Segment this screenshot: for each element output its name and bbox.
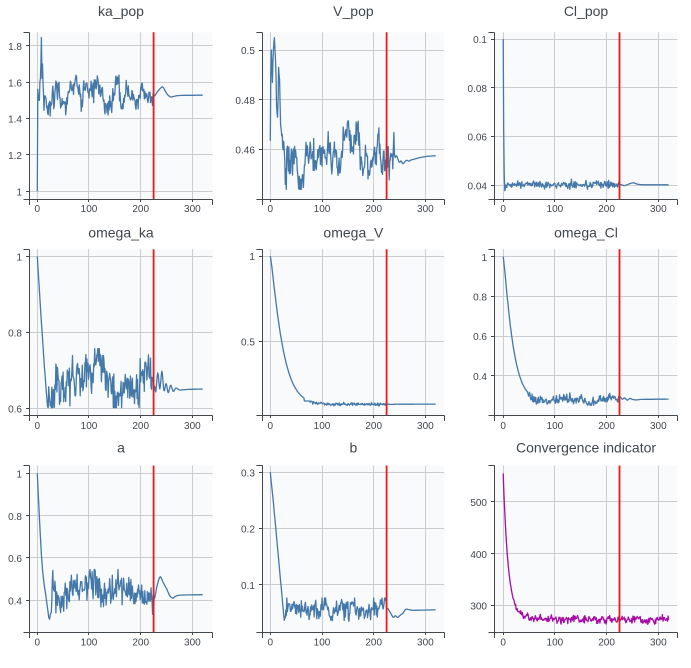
svg-text:0.48: 0.48 [235, 96, 255, 107]
svg-text:200: 200 [598, 421, 615, 432]
svg-text:0: 0 [35, 421, 41, 432]
svg-text:omega_ka: omega_ka [88, 224, 154, 240]
svg-text:0.3: 0.3 [241, 468, 255, 479]
svg-text:1: 1 [249, 252, 255, 263]
svg-text:300: 300 [650, 638, 667, 649]
svg-text:200: 200 [365, 421, 382, 432]
svg-text:0: 0 [268, 421, 274, 432]
svg-text:0.5: 0.5 [241, 46, 255, 57]
svg-text:0.4: 0.4 [8, 596, 22, 607]
svg-text:1: 1 [16, 253, 22, 264]
svg-text:300: 300 [184, 204, 201, 215]
svg-text:0.04: 0.04 [468, 182, 488, 193]
svg-text:200: 200 [598, 204, 615, 215]
svg-text:300: 300 [417, 638, 434, 649]
svg-text:100: 100 [314, 204, 331, 215]
svg-text:300: 300 [650, 204, 667, 215]
svg-text:200: 200 [132, 638, 149, 649]
svg-text:300: 300 [470, 602, 487, 613]
svg-text:1: 1 [16, 470, 22, 481]
svg-text:0: 0 [35, 204, 41, 215]
svg-text:300: 300 [417, 204, 434, 215]
svg-text:100: 100 [81, 638, 98, 649]
svg-text:300: 300 [184, 421, 201, 432]
svg-text:0.8: 0.8 [473, 293, 487, 304]
svg-text:200: 200 [132, 421, 149, 432]
svg-text:b: b [350, 439, 358, 455]
svg-text:200: 200 [365, 638, 382, 649]
svg-text:0.06: 0.06 [468, 133, 488, 144]
svg-text:0.6: 0.6 [8, 554, 22, 565]
svg-text:1.8: 1.8 [8, 42, 22, 53]
svg-text:300: 300 [650, 421, 667, 432]
svg-text:100: 100 [81, 421, 98, 432]
svg-text:100: 100 [547, 638, 564, 649]
svg-text:0.1: 0.1 [241, 581, 255, 592]
svg-text:a: a [117, 439, 125, 455]
svg-text:0: 0 [500, 638, 506, 649]
svg-text:500: 500 [470, 498, 487, 509]
svg-text:100: 100 [547, 204, 564, 215]
svg-text:1.6: 1.6 [8, 78, 22, 89]
svg-text:400: 400 [470, 550, 487, 561]
svg-text:300: 300 [417, 421, 434, 432]
svg-text:300: 300 [184, 638, 201, 649]
svg-text:0.08: 0.08 [468, 84, 488, 95]
svg-text:100: 100 [81, 204, 98, 215]
svg-text:0: 0 [500, 421, 506, 432]
svg-text:omega_V: omega_V [323, 224, 384, 240]
svg-text:200: 200 [598, 638, 615, 649]
svg-text:200: 200 [365, 204, 382, 215]
svg-text:1.2: 1.2 [8, 151, 22, 162]
svg-text:ka_pop: ka_pop [98, 3, 144, 19]
svg-text:0.6: 0.6 [473, 332, 487, 343]
svg-text:0.8: 0.8 [8, 512, 22, 523]
svg-text:omega_Cl: omega_Cl [554, 224, 618, 240]
svg-text:V_pop: V_pop [333, 3, 374, 19]
svg-text:0.4: 0.4 [473, 372, 487, 383]
svg-text:Cl_pop: Cl_pop [564, 3, 609, 19]
svg-text:Convergence indicator: Convergence indicator [516, 439, 656, 455]
svg-text:200: 200 [132, 204, 149, 215]
svg-text:100: 100 [547, 421, 564, 432]
svg-text:0: 0 [268, 204, 274, 215]
svg-text:0: 0 [500, 204, 506, 215]
svg-text:1: 1 [481, 253, 487, 264]
svg-text:0.8: 0.8 [8, 329, 22, 340]
svg-text:100: 100 [314, 638, 331, 649]
svg-text:0: 0 [268, 638, 274, 649]
svg-text:0.6: 0.6 [8, 405, 22, 416]
svg-text:0.2: 0.2 [241, 525, 255, 536]
svg-text:1: 1 [16, 188, 22, 199]
svg-text:100: 100 [314, 421, 331, 432]
svg-text:1.4: 1.4 [8, 115, 22, 126]
svg-text:0.46: 0.46 [235, 146, 255, 157]
svg-text:0.5: 0.5 [241, 338, 255, 349]
svg-text:0: 0 [35, 638, 41, 649]
svg-text:0.1: 0.1 [473, 35, 487, 46]
